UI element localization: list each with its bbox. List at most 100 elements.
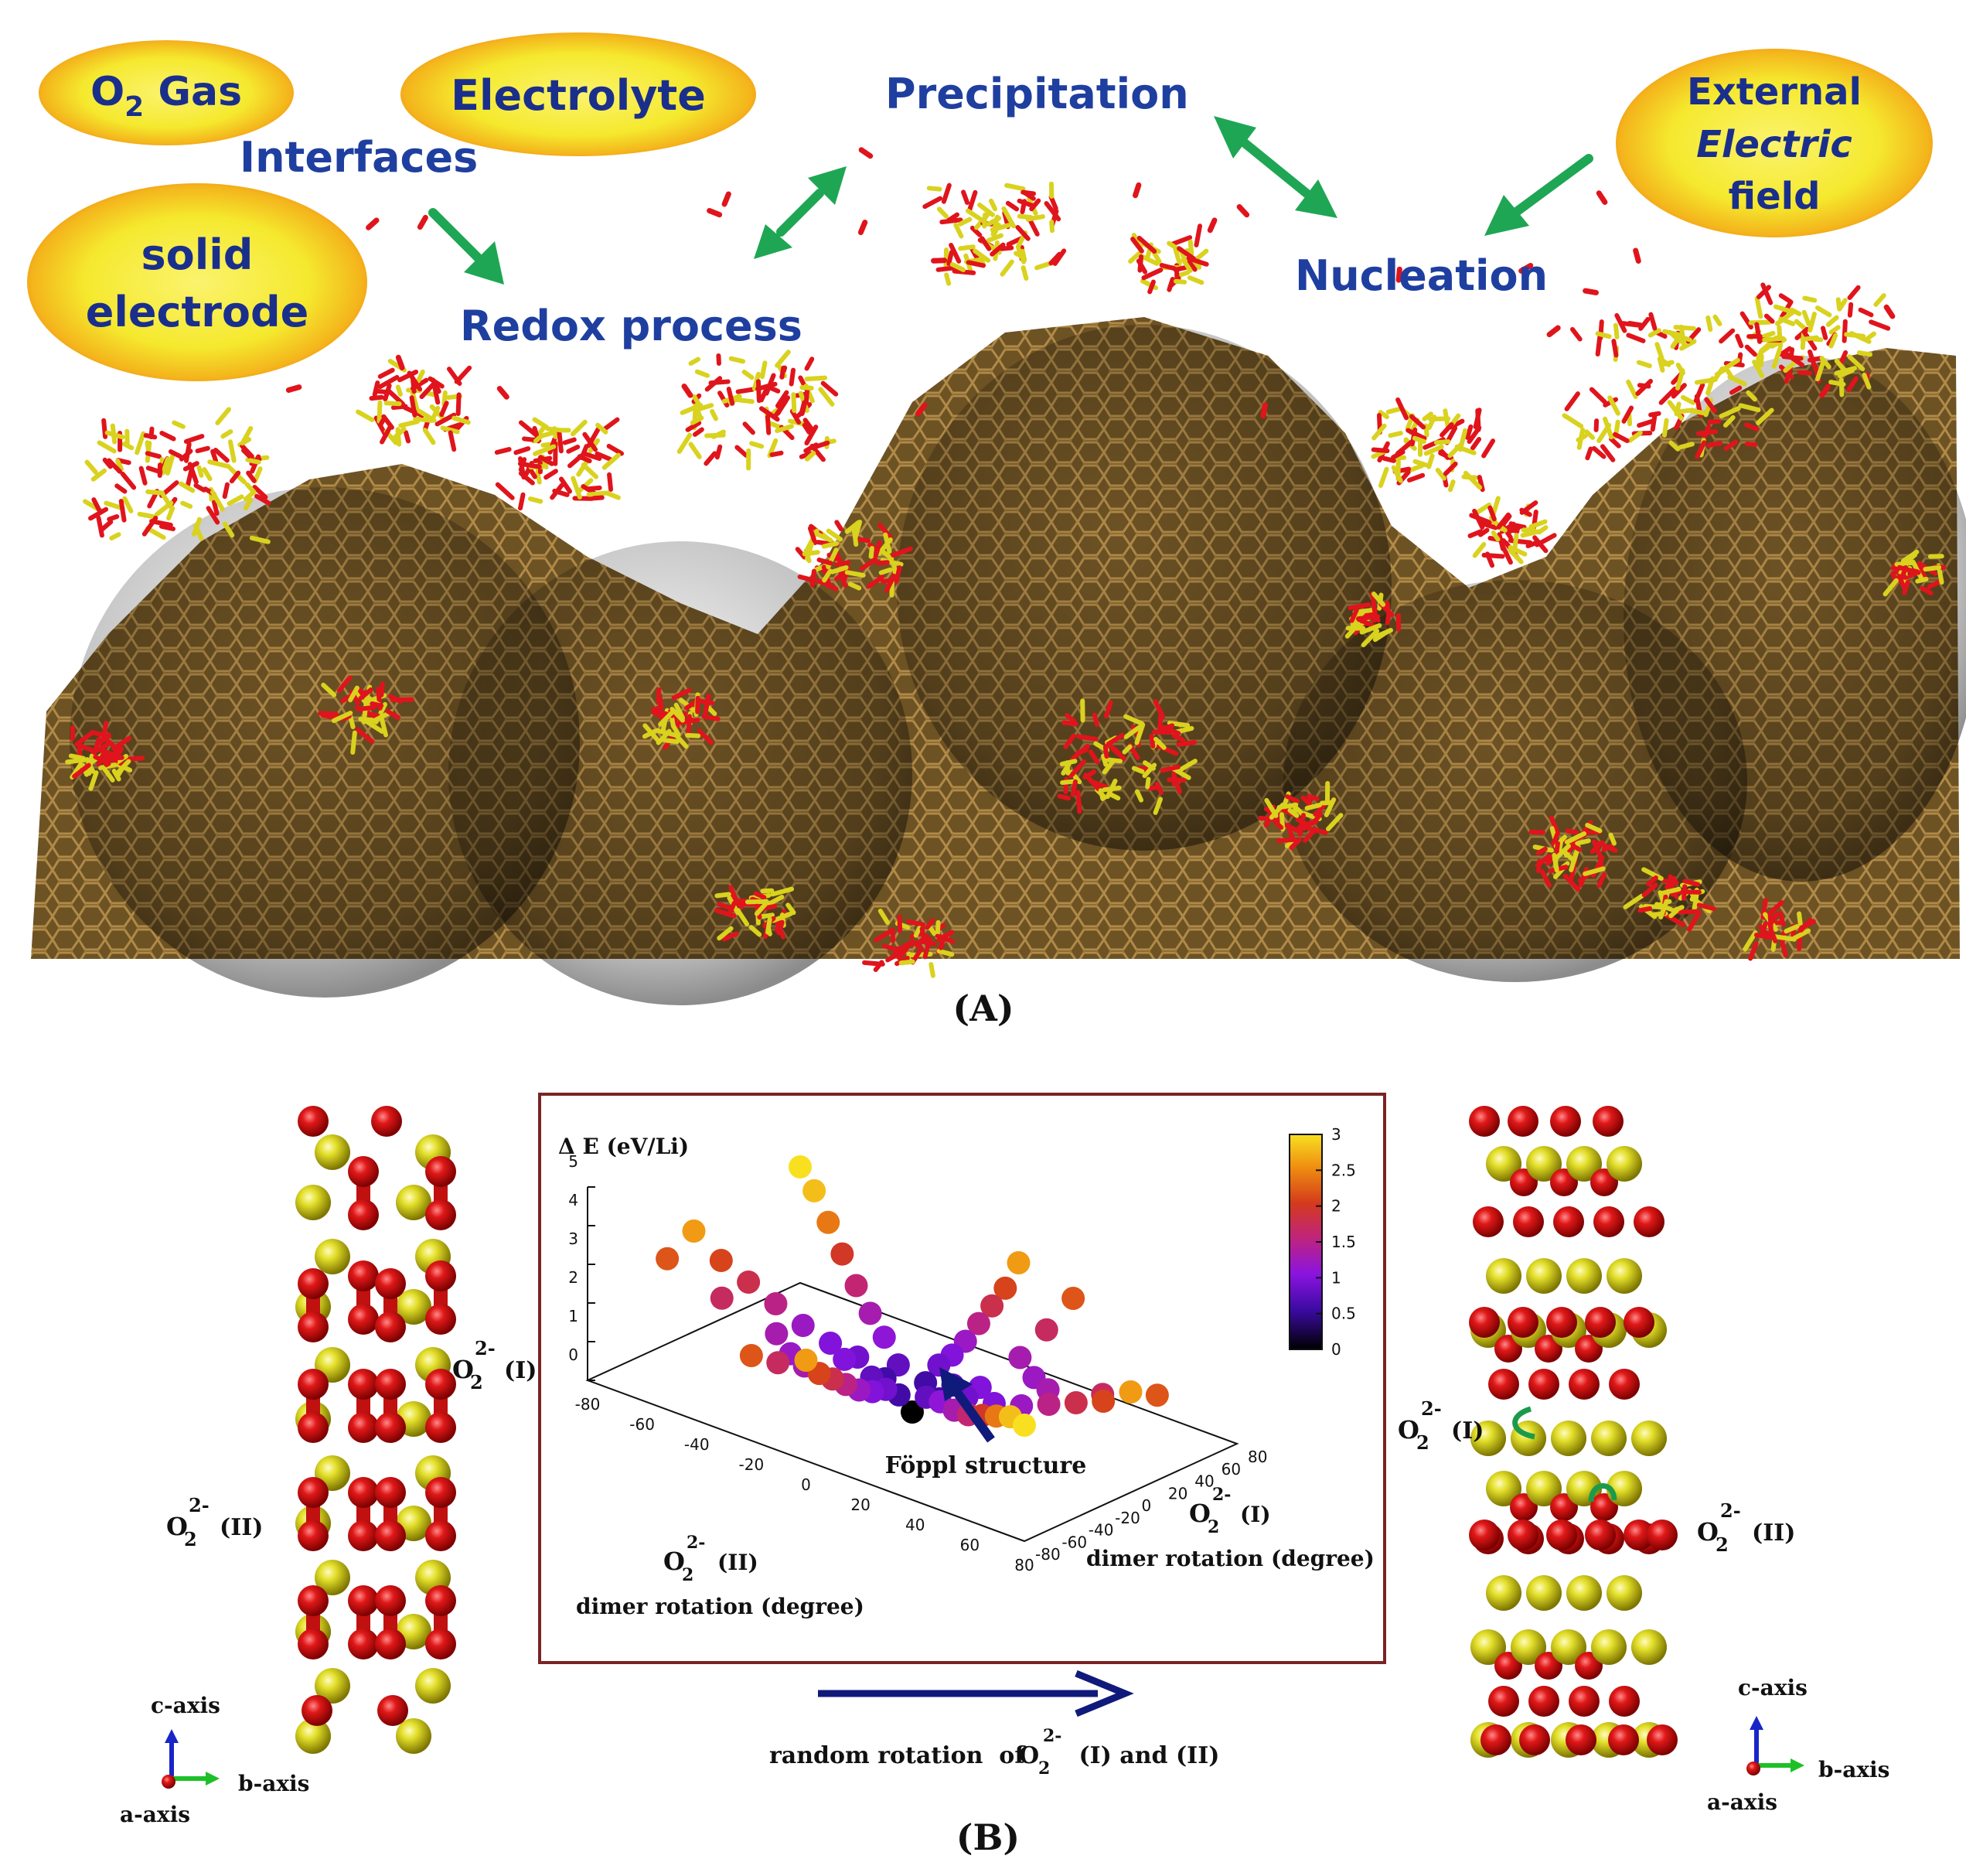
li2o2-cluster <box>922 181 1067 286</box>
svg-text:dimer rotation (degree): dimer rotation (degree) <box>576 1594 864 1619</box>
z-tick-label: 2 <box>568 1268 578 1287</box>
data-point <box>737 1271 761 1294</box>
bubble-external-field: External Electric field <box>1616 49 1933 237</box>
oxygen-atom <box>1593 1206 1624 1237</box>
o2-dimer-bond <box>434 1172 448 1215</box>
svg-text:a-axis: a-axis <box>1707 1789 1777 1815</box>
data-point <box>739 1344 763 1367</box>
lithium-atom <box>1526 1258 1562 1294</box>
o2-dimer-bond <box>356 1601 370 1644</box>
oxygen-atom <box>1575 1652 1603 1680</box>
o2-molecule <box>395 354 405 370</box>
o2-molecule <box>1260 402 1268 419</box>
right-label-o2-i: O 2 2- (I) <box>1398 1397 1484 1454</box>
oxygen-atom <box>1510 1493 1538 1521</box>
oxygen-atom <box>1508 1520 1538 1550</box>
data-point <box>874 1377 898 1401</box>
oxygen-atom <box>1585 1307 1616 1338</box>
lithium-atom <box>1470 1421 1506 1456</box>
lithium-atom <box>396 1506 431 1541</box>
data-point <box>1010 1394 1034 1417</box>
data-point <box>873 1367 897 1390</box>
svg-text:(I): (I) <box>504 1357 537 1384</box>
lithium-atom <box>1511 1722 1546 1758</box>
oxygen-atom <box>1593 1106 1624 1137</box>
lithium-atom <box>1591 1312 1627 1348</box>
oxygen-atom <box>425 1520 456 1551</box>
data-point <box>980 1294 1004 1318</box>
li2o2-cluster <box>65 721 145 791</box>
o2-dimer-bond <box>383 1284 397 1327</box>
lithium-atom <box>315 1560 350 1595</box>
svg-text:solid: solid <box>141 230 254 279</box>
z-tick-label: 1 <box>568 1307 578 1325</box>
x-tick-label: 60 <box>960 1536 980 1554</box>
li2o2-clusters <box>65 147 1947 978</box>
data-point <box>860 1365 884 1389</box>
o2-dimer-bond <box>383 1384 397 1427</box>
lithium-atom <box>415 1668 451 1704</box>
o2-molecule <box>1596 190 1608 205</box>
lithium-atom <box>1470 1629 1506 1665</box>
data-point <box>956 1403 980 1427</box>
right-crystal-structure <box>1469 1106 1678 1758</box>
bubble-o2-gas: O2 Gas <box>39 40 294 145</box>
oxygen-atom <box>1494 1652 1522 1680</box>
svg-text:2: 2 <box>1208 1517 1219 1537</box>
data-point <box>1119 1380 1143 1404</box>
foppl-annotation: Föppl structure <box>885 1367 1086 1479</box>
li2o2-cluster <box>862 909 956 978</box>
lithium-atom <box>1526 1146 1562 1182</box>
oxygen-atom <box>1593 1523 1624 1554</box>
colorbar-tick-label: 0.5 <box>1331 1305 1356 1323</box>
o2-dimer-bond <box>306 1284 320 1327</box>
y-axis-label: O 2 2- (I) dimer rotation (degree) <box>1086 1485 1375 1571</box>
left-label-o2-ii: O 2 2- (II) <box>166 1494 263 1550</box>
lithium-atom <box>415 1347 451 1383</box>
label-redox-process: Redox process <box>460 302 802 350</box>
svg-text:random rotation of: random rotation of <box>769 1742 1041 1769</box>
o2-molecule <box>799 400 808 417</box>
data-point <box>968 1376 992 1400</box>
data-point <box>844 1274 868 1298</box>
svg-text:(II): (II) <box>1752 1520 1795 1547</box>
oxygen-atom <box>1513 1206 1544 1237</box>
left-label-o2-i: O 2 2- (I) <box>452 1337 537 1393</box>
y-axis-ticks: -80-60-40-200 20 40 60 80 <box>1035 1448 1267 1564</box>
y-tick-label: 60 <box>1222 1460 1241 1479</box>
svg-text:O: O <box>1398 1415 1419 1445</box>
li2o2-cluster <box>795 520 913 598</box>
svg-text:O: O <box>166 1512 188 1541</box>
data-point <box>1013 1414 1036 1437</box>
oxygen-atom <box>425 1156 456 1187</box>
oxygen-atom <box>348 1260 379 1291</box>
lithium-atom <box>315 1239 350 1274</box>
o2-molecule <box>1546 325 1561 338</box>
svg-text:External: External <box>1687 70 1862 114</box>
oxygen-atom <box>425 1412 456 1443</box>
svg-text:O: O <box>452 1355 474 1384</box>
data-point <box>1145 1383 1169 1407</box>
data-point <box>953 1329 977 1353</box>
lithium-atom <box>1551 1629 1586 1665</box>
panel-a-label: (A) <box>952 987 1014 1029</box>
li2o2-cluster <box>1562 311 1774 462</box>
svg-text:Electric: Electric <box>1696 123 1852 166</box>
lithium-atom <box>1566 1258 1602 1294</box>
svg-text:2: 2 <box>470 1371 483 1393</box>
label-precipitation: Precipitation <box>885 70 1189 118</box>
data-point <box>779 1342 802 1366</box>
process-arrows <box>428 116 1593 285</box>
oxygen-atom <box>1473 1523 1504 1554</box>
x-tick-label: -80 <box>575 1395 601 1414</box>
data-point <box>1022 1366 1046 1390</box>
oxygen-atom <box>348 1629 379 1659</box>
oxygen-atom <box>1535 1335 1562 1363</box>
lithium-atom <box>295 1506 331 1541</box>
data-point <box>858 1301 882 1325</box>
data-point <box>846 1346 870 1369</box>
li2o2-cluster <box>1057 698 1198 815</box>
li2o2-cluster <box>676 350 839 471</box>
right-label-o2-ii: O 2 2- (II) <box>1697 1499 1795 1556</box>
data-point <box>998 1405 1022 1429</box>
